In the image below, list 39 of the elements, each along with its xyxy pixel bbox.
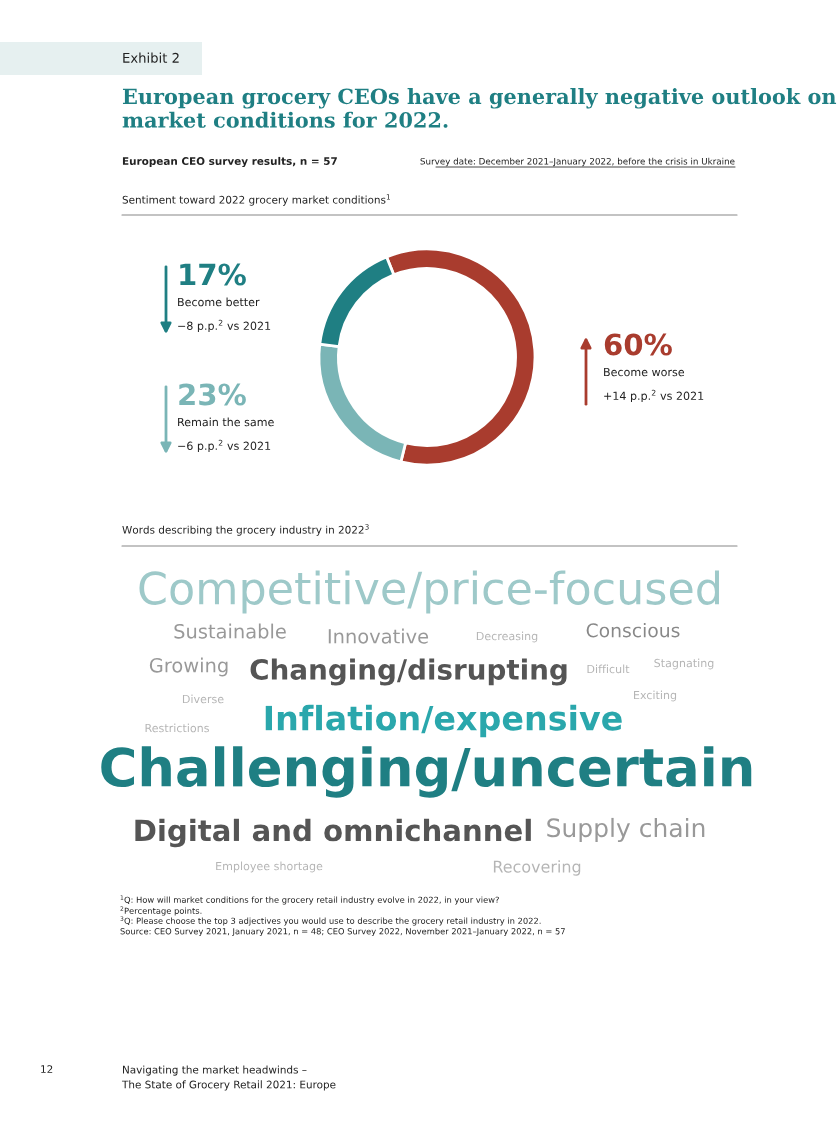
text: Inflation/expensive	[265, 704, 622, 738]
text: 12	[41, 1065, 53, 1073]
text: +14 p.p.$^{2}$ vs 2021	[604, 389, 704, 403]
slice-label: Become worse	[604, 367, 685, 377]
text: Growing	[149, 657, 228, 677]
data-label: 60%	[604, 333, 672, 356]
text: Challenging/uncertain	[101, 746, 752, 798]
data-label: 23%	[179, 383, 246, 406]
slice-label: Become better	[178, 297, 260, 307]
text: Stagnating	[654, 658, 714, 670]
text: −6 p.p.$^{2}$ vs 2021	[178, 439, 271, 453]
text: Sustainable	[174, 623, 286, 639]
text: Recovering	[493, 860, 581, 876]
chart-title: European grocery CEOs have a generally negative outlook on market conditions for 2022.	[122, 88, 837, 128]
text: Employee shortage	[216, 861, 323, 873]
text: Supply chain	[547, 817, 705, 843]
slice-label: Remain the same	[178, 417, 274, 427]
text: Exhibit 2	[123, 52, 179, 63]
text: Restrictions	[145, 723, 209, 733]
text: Conscious	[586, 622, 680, 638]
source-note: Source: CEO Survey 2021, January 2021, n = 48; CEO Survey 2022, November 2021–January 2022, n = 57	[120, 927, 565, 937]
text: Exciting	[634, 690, 677, 702]
text: Decreasing	[476, 631, 538, 643]
text: Innovative	[328, 628, 429, 644]
text: Difficult	[587, 664, 630, 674]
text: Sentiment toward 2022 grocery market conditions$^{1}$	[122, 194, 391, 206]
text: $^{2}$Percentage points.	[120, 906, 202, 916]
text: Words describing the grocery industry in 2022$^{3}$	[122, 524, 369, 536]
text: Changing/disrupting	[250, 658, 567, 686]
text: Digital and omnichannel	[135, 818, 531, 848]
text: $^{1}$Q: How will market conditions for the grocery retail industry evolve in 2022, in your view?	[120, 895, 499, 905]
text: Navigating the market headwinds – The State of Grocery Retail 2021: Europe	[121, 1065, 336, 1091]
text: Competitive/price-focused	[139, 570, 719, 614]
chart-subtitle: European CEO survey results, n = 57	[122, 156, 337, 168]
data-label: 17%	[180, 263, 246, 286]
text: Diverse	[182, 694, 224, 704]
text: −8 p.p.$^{2}$ vs 2021	[178, 319, 271, 333]
text: $^{3}$Q: Please choose the top 3 adjectives you would use to describe the grocery retail industry in 2022.	[120, 916, 541, 926]
text: Survey date: December 2021–January 2022, before the crisis in Ukraine	[420, 157, 735, 167]
